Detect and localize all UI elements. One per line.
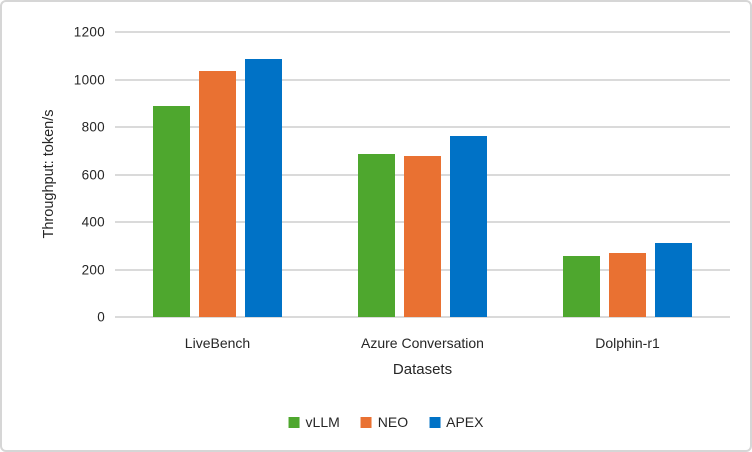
legend-label-NEO: NEO <box>377 414 409 430</box>
gridline-1000 <box>115 78 730 81</box>
y-tick-label-400: 400 <box>81 214 105 230</box>
bar-vLLM-Dolphin-r1 <box>563 256 600 317</box>
bar-vLLM-LiveBench <box>153 105 190 317</box>
legend-swatch-APEX <box>429 416 441 428</box>
y-tick-label-1000: 1000 <box>73 72 105 87</box>
y-tick-label-0: 0 <box>97 309 105 325</box>
legend-swatch-vLLM <box>288 416 300 428</box>
x-category-label-Azure-Conversation: Azure Conversation <box>361 335 484 351</box>
plot-area <box>115 31 730 318</box>
legend-swatch-NEO <box>360 416 372 428</box>
legend: vLLM NEO APEX <box>288 414 483 430</box>
legend-item-vLLM: vLLM <box>288 414 340 430</box>
y-tick-label-1200: 1200 <box>73 24 105 40</box>
bar-NEO-Dolphin-r1 <box>609 253 646 317</box>
legend-item-NEO: NEO <box>360 414 409 430</box>
x-axis-title: Datasets <box>392 361 453 378</box>
legend-item-APEX: APEX <box>429 414 483 430</box>
gridline-800 <box>115 126 730 128</box>
y-tick-label-800: 800 <box>81 119 105 135</box>
bar-NEO-Azure-Conversation <box>404 156 441 317</box>
gridline-1200 <box>115 31 730 33</box>
y-tick-label-600: 600 <box>81 167 105 182</box>
gridline-0 <box>115 316 730 318</box>
bar-APEX-Azure-Conversation <box>450 136 487 317</box>
x-category-label-LiveBench: LiveBench <box>184 335 251 351</box>
y-axis-ticks: 0 200 400 600 800 1000 1200 <box>42 25 105 325</box>
y-tick-label-200: 200 <box>81 262 105 277</box>
bar-NEO-LiveBench <box>199 71 236 317</box>
x-category-label-Dolphin-r1: Dolphin-r1 <box>595 335 660 351</box>
legend-label-APEX: APEX <box>446 414 484 430</box>
bar-APEX-Dolphin-r1 <box>655 243 692 317</box>
bar-APEX-LiveBench <box>245 59 282 317</box>
bar-vLLM-Azure-Conversation <box>358 154 395 317</box>
legend-label-vLLM: vLLM <box>305 414 340 430</box>
